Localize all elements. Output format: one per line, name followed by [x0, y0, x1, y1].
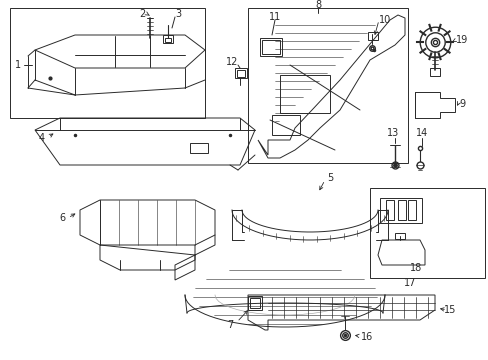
Bar	[407, 200, 415, 220]
Bar	[249, 298, 260, 308]
Text: 8: 8	[314, 0, 321, 10]
Bar	[367, 32, 377, 40]
Text: 6: 6	[59, 213, 65, 223]
Text: 12: 12	[225, 57, 238, 67]
Bar	[10, 8, 204, 118]
Text: 1: 1	[15, 60, 21, 70]
Bar	[164, 38, 171, 42]
Bar	[163, 35, 173, 43]
Bar	[190, 143, 207, 153]
Bar	[271, 115, 299, 135]
Text: 19: 19	[455, 35, 467, 45]
Text: 4: 4	[39, 133, 45, 143]
Bar	[385, 200, 393, 220]
Bar	[397, 200, 405, 220]
Text: 3: 3	[175, 9, 181, 19]
Text: 17: 17	[403, 278, 415, 288]
Bar	[247, 296, 262, 310]
Text: 9: 9	[458, 99, 464, 109]
Text: 15: 15	[443, 305, 455, 315]
Text: 14: 14	[415, 128, 427, 138]
Text: 2: 2	[139, 9, 145, 19]
Bar	[237, 70, 244, 77]
Bar	[379, 198, 421, 223]
Bar	[369, 188, 484, 278]
Bar	[262, 40, 280, 54]
Bar	[247, 8, 407, 163]
Text: 18: 18	[409, 263, 421, 273]
Text: 10: 10	[378, 15, 390, 25]
Bar	[260, 38, 282, 56]
Text: 13: 13	[386, 128, 398, 138]
Text: 11: 11	[268, 12, 281, 22]
Text: 5: 5	[326, 173, 332, 183]
Bar	[235, 68, 246, 78]
Text: 16: 16	[360, 332, 372, 342]
Bar	[394, 233, 404, 239]
Bar	[280, 75, 329, 113]
Text: 7: 7	[226, 320, 233, 330]
Bar	[429, 68, 439, 76]
